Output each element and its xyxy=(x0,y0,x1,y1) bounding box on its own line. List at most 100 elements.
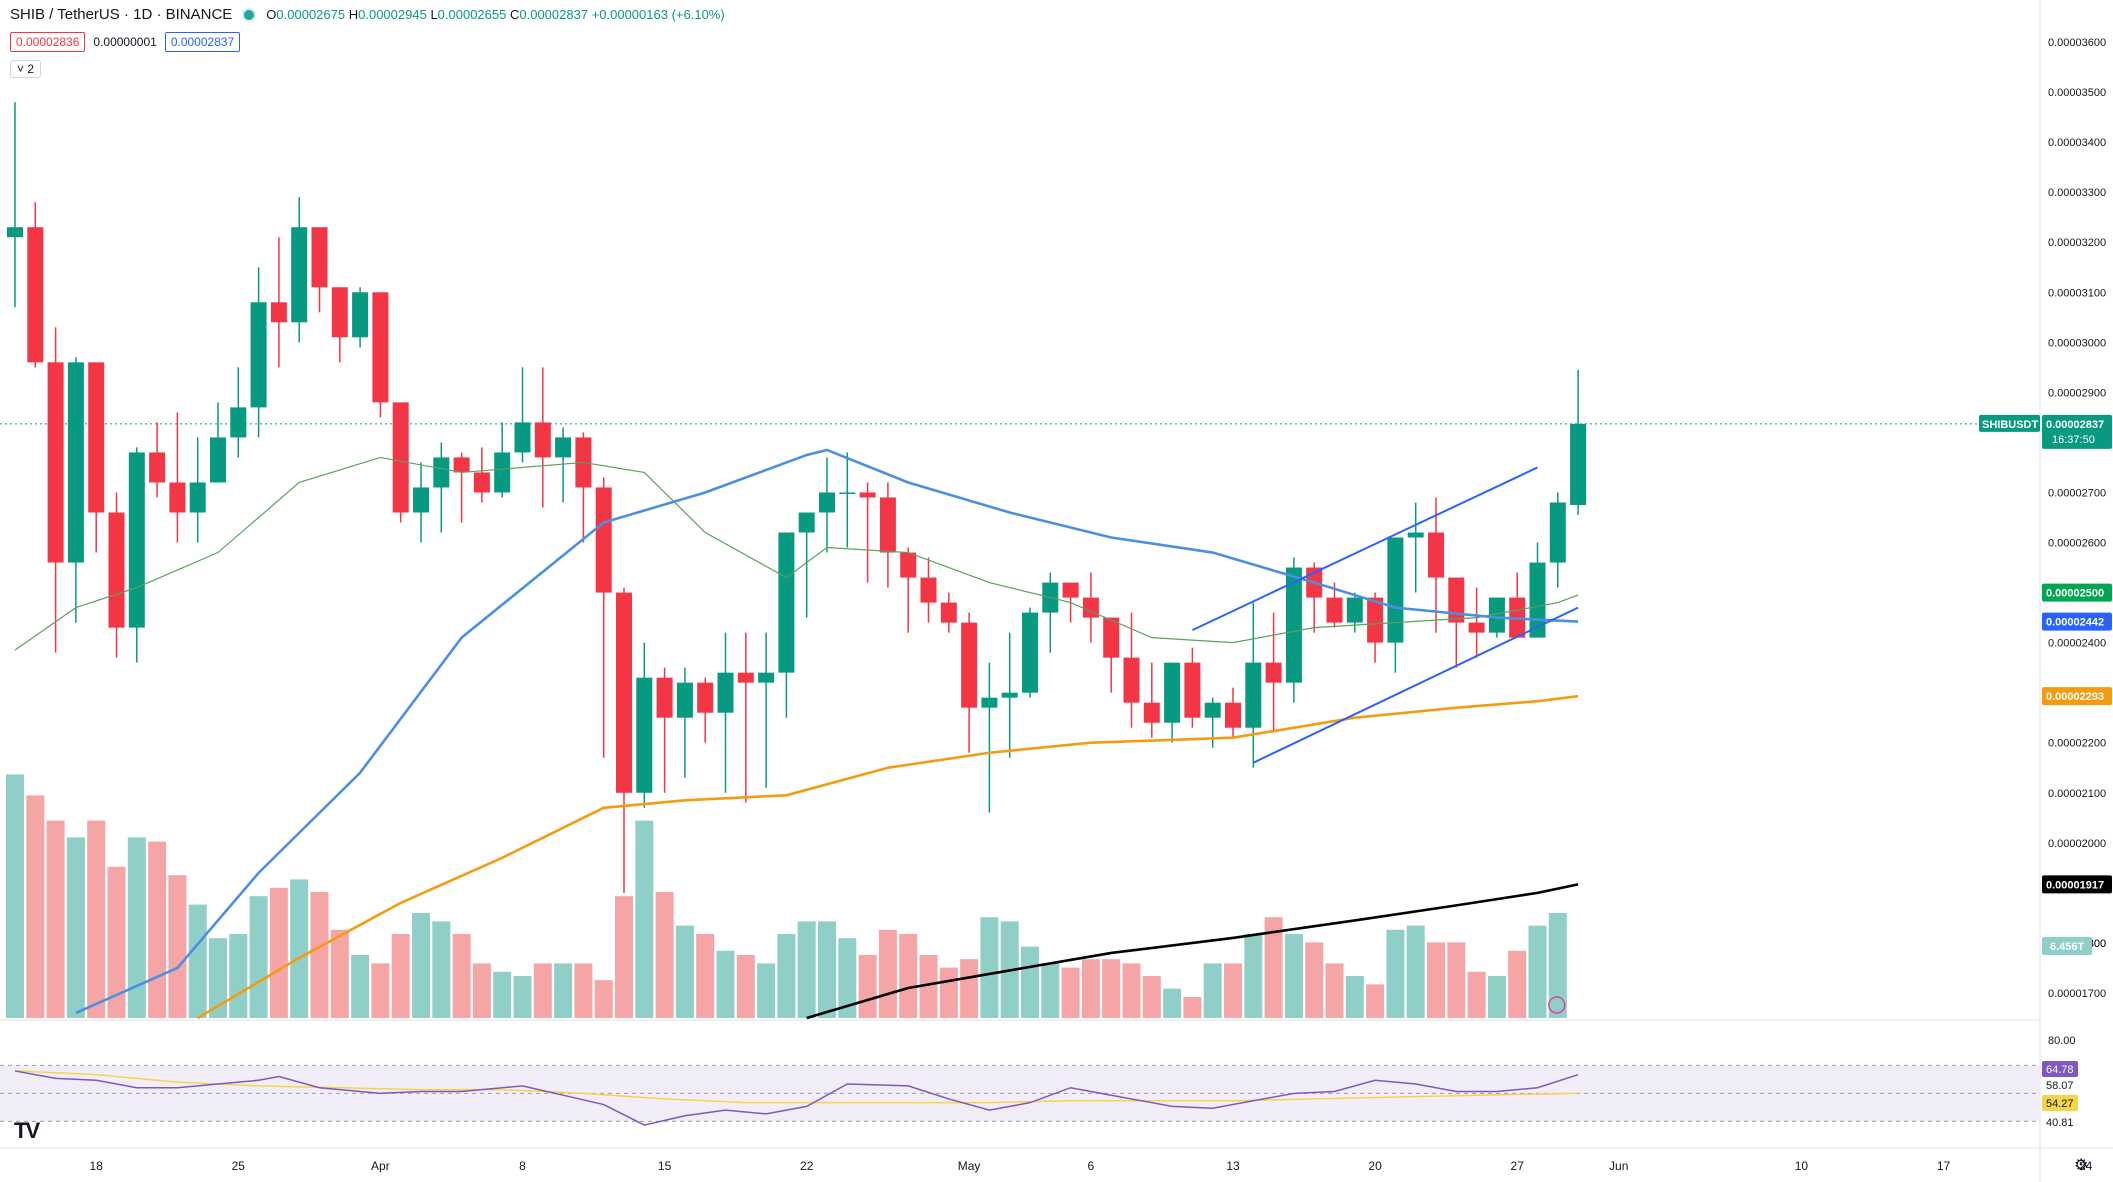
candle-body xyxy=(494,452,511,493)
candle-body xyxy=(1549,502,1566,563)
x-tick-label: 24 xyxy=(2079,1159,2093,1173)
candle-body xyxy=(453,457,470,473)
spread-value: 0.00000001 xyxy=(91,33,159,51)
volume-bar xyxy=(797,921,816,1018)
volume-bar xyxy=(1406,925,1425,1018)
candle-body xyxy=(758,672,775,683)
volume-label-box xyxy=(2042,937,2092,955)
y-tick-label: 0.00002200 xyxy=(2048,738,2106,750)
settings-gear-icon[interactable]: ⚙ xyxy=(2074,1157,2089,1174)
candle-body xyxy=(859,492,876,498)
candle-body xyxy=(1346,597,1363,623)
volume-bar xyxy=(655,892,674,1018)
candle-body xyxy=(879,497,896,553)
candle-body xyxy=(1448,577,1465,623)
price-label-text: 0.00002837 xyxy=(2046,419,2104,431)
candle-body xyxy=(67,362,84,563)
symbol-tag-box xyxy=(1979,414,2040,432)
rsi-label: 40.81 xyxy=(2046,1117,2074,1129)
high-value: 0.00002945 xyxy=(358,7,427,22)
volume-bar xyxy=(818,921,836,1018)
candle-body xyxy=(331,287,348,338)
volume-bar xyxy=(1447,942,1466,1018)
rsi-label: 58.07 xyxy=(2046,1080,2074,1092)
volume-bar xyxy=(391,934,410,1018)
candle-body xyxy=(1225,702,1241,728)
x-tick-label: 17 xyxy=(1937,1159,1951,1173)
rsi-label: 64.78 xyxy=(2046,1064,2074,1076)
moving-average-line xyxy=(75,448,1579,1015)
price-label-box xyxy=(2042,414,2112,449)
volume-bar xyxy=(87,820,106,1018)
volume-bar xyxy=(1041,963,1060,1018)
price-label-text: 0.00002442 xyxy=(2046,617,2104,629)
volume-bar xyxy=(371,963,390,1018)
candle-body xyxy=(839,492,856,494)
volume-bar xyxy=(290,879,309,1018)
indicators-toggle[interactable]: ˅ 2 xyxy=(10,60,42,78)
volume-bar xyxy=(899,934,918,1018)
x-tick-label: 27 xyxy=(1511,1159,1525,1173)
volume-bar xyxy=(1528,925,1547,1018)
candle-body xyxy=(697,682,714,713)
volume-bar xyxy=(1487,976,1506,1018)
candle-body xyxy=(1265,662,1282,683)
rsi-line xyxy=(14,1070,1579,1126)
volume-bar xyxy=(269,887,288,1018)
candle-body xyxy=(778,532,795,673)
moving-average-line xyxy=(806,883,1579,1020)
x-tick-label: Apr xyxy=(371,1159,390,1173)
volume-bar xyxy=(757,963,776,1018)
x-tick-label: 15 xyxy=(658,1159,672,1173)
candle-body xyxy=(250,302,267,408)
candle-body xyxy=(311,227,328,288)
symbol-title[interactable]: SHIB / TetherUS · 1D · BINANCE xyxy=(10,6,233,23)
candle-body xyxy=(1062,582,1079,598)
rsi-label-box xyxy=(2042,1061,2078,1077)
candle-body xyxy=(636,677,653,793)
candle-body xyxy=(169,482,186,513)
volume-bar xyxy=(1548,913,1567,1018)
y-tick-label: 0.00002400 xyxy=(2048,638,2106,650)
change-value: +0.00000163 (+6.10%) xyxy=(591,7,725,22)
volume-bar xyxy=(66,837,85,1018)
candle-body xyxy=(1164,662,1181,723)
candle-body xyxy=(1326,597,1343,623)
volume-bar xyxy=(736,955,755,1018)
volume-bar xyxy=(1244,934,1263,1018)
tradingview-logo-icon[interactable]: TV xyxy=(14,1118,40,1143)
trendline xyxy=(1191,466,1538,632)
volume-bar xyxy=(330,929,349,1018)
candle-body xyxy=(1570,423,1587,505)
volume-bar xyxy=(1427,942,1445,1018)
volume-bar xyxy=(249,896,268,1018)
y-tick-label: 0.00002600 xyxy=(2048,538,2106,550)
volume-bar xyxy=(777,934,796,1018)
volume-bar xyxy=(939,967,958,1018)
candle-body xyxy=(1143,702,1160,723)
volume-bar xyxy=(1264,917,1283,1018)
volume-bar xyxy=(1508,950,1527,1018)
candle-body xyxy=(473,472,490,493)
candle-body xyxy=(230,407,247,438)
x-tick-label: 22 xyxy=(800,1159,814,1173)
price-label-box xyxy=(2042,875,2112,894)
y-tick-label: 0.00003400 xyxy=(2048,137,2106,149)
price-label-text: 0.00002293 xyxy=(2046,691,2104,703)
candle-body xyxy=(514,422,531,453)
candle-body xyxy=(798,512,815,533)
price-label-box xyxy=(2042,583,2112,602)
close-value: 0.00002837 xyxy=(519,7,589,22)
volume-bar xyxy=(1021,946,1039,1018)
volume-bar xyxy=(1061,967,1080,1018)
volume-bar xyxy=(980,917,999,1018)
x-tick-label: 6 xyxy=(1088,1159,1095,1173)
chart-header: SHIB / TetherUS · 1D · BINANCE O0.000026… xyxy=(10,6,725,23)
buy-price-box[interactable]: 0.00002837 xyxy=(164,32,241,52)
x-tick-label: Jun xyxy=(1609,1159,1628,1173)
sell-price-box[interactable]: 0.00002836 xyxy=(10,32,86,52)
volume-bar xyxy=(919,955,938,1018)
volume-bar xyxy=(1122,963,1141,1018)
candle-body xyxy=(1245,662,1262,728)
